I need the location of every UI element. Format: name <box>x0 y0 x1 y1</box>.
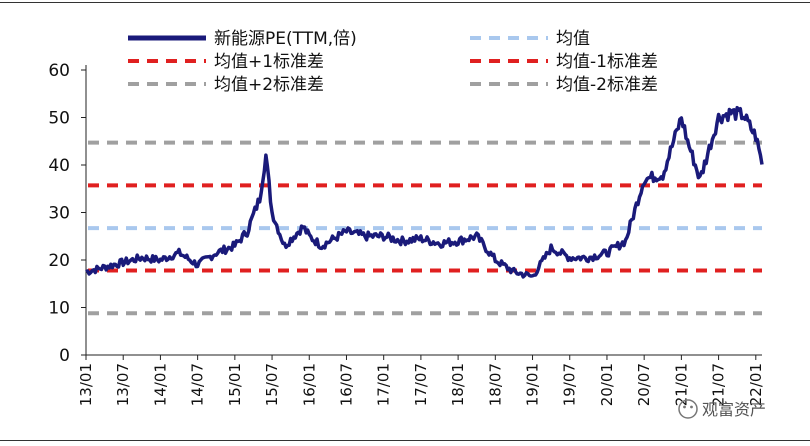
x-tick-label: 18/01 <box>449 363 467 406</box>
wechat-icon <box>678 399 698 419</box>
x-tick-label: 19/01 <box>524 363 542 406</box>
x-tick-label: 22/01 <box>747 363 765 406</box>
y-tick-label: 20 <box>48 251 70 271</box>
x-tick-label: 19/07 <box>561 363 579 406</box>
legend-label: 新能源PE(TTM,倍) <box>214 29 357 49</box>
legend-label: 均值-1标准差 <box>556 52 658 72</box>
x-tick-label: 20/01 <box>598 363 616 406</box>
x-tick-label: 17/01 <box>375 363 393 406</box>
x-tick-label: 18/07 <box>486 363 504 406</box>
x-tick-label: 20/07 <box>635 363 653 406</box>
x-tick-label: 21/07 <box>710 363 728 406</box>
x-tick-label: 16/07 <box>337 363 355 406</box>
y-tick-label: 10 <box>48 299 70 319</box>
x-tick-label: 16/01 <box>300 363 318 406</box>
legend-label: 均值-2标准差 <box>556 75 658 95</box>
watermark: 观富资产 <box>678 399 766 419</box>
y-tick-label: 50 <box>48 109 70 129</box>
x-tick-label: 17/07 <box>412 363 430 406</box>
x-tick-label: 14/01 <box>151 363 169 406</box>
bottom-border-line <box>0 440 810 441</box>
watermark-text: 观富资产 <box>702 400 766 419</box>
x-tick-label: 21/01 <box>672 363 690 406</box>
x-tick-label: 15/07 <box>263 363 281 406</box>
y-tick-label: 60 <box>48 61 70 81</box>
legend-label: 均值+1标准差 <box>214 52 324 72</box>
y-tick-label: 0 <box>59 346 70 366</box>
series-line-pe <box>85 105 764 279</box>
top-border-line <box>0 2 810 3</box>
legend-label: 均值+2标准差 <box>214 75 324 95</box>
y-tick-label: 40 <box>48 156 70 176</box>
x-tick-label: 13/07 <box>114 363 132 406</box>
x-tick-label: 13/01 <box>77 363 95 406</box>
x-tick-label: 15/01 <box>226 363 244 406</box>
x-tick-label: 14/07 <box>189 363 207 406</box>
legend-label: 均值 <box>556 29 590 49</box>
y-tick-label: 30 <box>48 204 70 224</box>
